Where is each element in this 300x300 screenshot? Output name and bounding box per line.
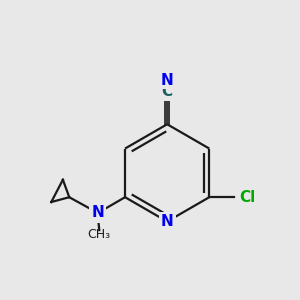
- Text: N: N: [161, 214, 173, 229]
- Text: Cl: Cl: [239, 190, 256, 205]
- Text: CH₃: CH₃: [88, 228, 111, 241]
- Text: N: N: [92, 206, 104, 220]
- Text: N: N: [161, 73, 173, 88]
- Text: C: C: [162, 84, 173, 99]
